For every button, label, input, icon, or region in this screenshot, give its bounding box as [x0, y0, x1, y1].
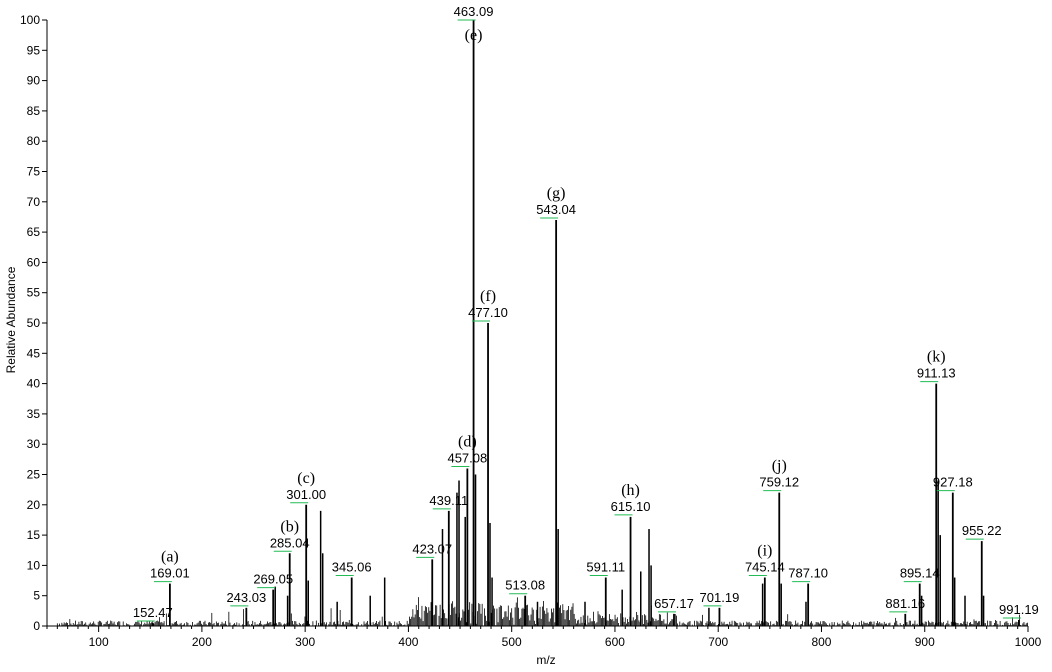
- peak-label: 657.17: [654, 596, 694, 611]
- x-tick-label: 900: [915, 635, 935, 649]
- y-tick-label: 10: [27, 558, 41, 572]
- y-tick-label: 85: [27, 104, 41, 118]
- x-axis-title: m/z: [536, 653, 555, 667]
- y-tick-label: 30: [27, 437, 41, 451]
- peak-label: 787.10: [788, 566, 828, 581]
- x-tick-label: 500: [502, 635, 522, 649]
- y-tick-label: 80: [27, 134, 41, 148]
- peak-letter: (i): [757, 543, 772, 560]
- peak-label: 423.07: [412, 541, 452, 556]
- peak-letter: (c): [297, 470, 315, 487]
- peak-label: 243.03: [226, 590, 266, 605]
- y-tick-label: 70: [27, 195, 41, 209]
- peak-label: 513.08: [505, 578, 545, 593]
- peak-letter: (d): [458, 433, 477, 450]
- peak-label: 457.08: [447, 450, 487, 465]
- peak-letter: (f): [480, 288, 496, 305]
- x-tick-label: 100: [89, 635, 109, 649]
- peak-label: 439.11: [429, 493, 468, 508]
- y-axis-title: Relative Abundance: [4, 266, 18, 373]
- peak-letter: (j): [772, 458, 787, 475]
- y-tick-label: 45: [27, 346, 41, 360]
- x-tick-label: 600: [605, 635, 625, 649]
- peak-label: 927.18: [933, 475, 973, 490]
- y-tick-label: 55: [27, 286, 41, 300]
- x-tick-label: 400: [398, 635, 418, 649]
- peak-label: 285.04: [270, 535, 310, 550]
- peak-label: 591.11: [586, 560, 625, 575]
- peak-letter: (a): [161, 549, 179, 566]
- y-tick-label: 35: [27, 407, 41, 421]
- y-tick-label: 75: [27, 165, 41, 179]
- peak-label: 895.14: [900, 566, 940, 581]
- peaks-layer: [151, 20, 1020, 626]
- peak-label: 881.16: [885, 596, 925, 611]
- peak-label: 911.13: [917, 366, 956, 381]
- peak-label: 345.06: [332, 560, 372, 575]
- peak-label: 615.10: [611, 499, 651, 514]
- peak-label: 463.09: [454, 4, 494, 19]
- y-tick-label: 100: [20, 13, 40, 27]
- peak-label: 269.05: [253, 572, 293, 587]
- peak-labels: 152.47 169.01(a) 243.03 269.05 285.04(b) 301.…: [133, 4, 1039, 622]
- peak-letter: (e): [465, 27, 483, 44]
- x-tick-label: 300: [295, 635, 315, 649]
- peak-letter: (k): [927, 349, 946, 366]
- y-tick-label: 0: [33, 619, 40, 633]
- y-tick-label: 90: [27, 74, 41, 88]
- peak-label: 955.22: [962, 523, 1002, 538]
- peak-letter: (b): [280, 518, 299, 535]
- peak-letter: (h): [621, 482, 640, 499]
- y-tick-label: 65: [27, 225, 41, 239]
- peak-label: 701.19: [700, 590, 740, 605]
- peak-label: 301.00: [286, 487, 326, 502]
- y-tick-label: 15: [27, 528, 41, 542]
- peak-label: 991.19: [999, 602, 1039, 617]
- peak-label: 759.12: [759, 475, 799, 490]
- axes: [46, 20, 1028, 627]
- y-tick-label: 50: [27, 316, 41, 330]
- y-tick-label: 25: [27, 468, 41, 482]
- peak-letter: (g): [547, 185, 566, 202]
- peak-label: 543.04: [536, 202, 576, 217]
- peak-label: 169.01: [150, 566, 190, 581]
- y-tick-label: 60: [27, 255, 41, 269]
- x-tick-label: 1000: [1015, 635, 1042, 649]
- x-tick-label: 800: [811, 635, 831, 649]
- x-tick-label: 200: [192, 635, 212, 649]
- ticks: 0 5 10 15 20 25 30 35 40 45 50 55 60 65 70 75 80 85 90 95 10…: [20, 13, 1042, 649]
- peak-label: 152.47: [133, 605, 173, 620]
- peak-label: 477.10: [468, 305, 508, 320]
- y-tick-label: 20: [27, 498, 41, 512]
- x-tick-label: 700: [708, 635, 728, 649]
- y-tick-label: 95: [27, 43, 41, 57]
- y-tick-label: 5: [33, 589, 40, 603]
- baseline-noise: [56, 597, 1028, 626]
- y-tick-label: 40: [27, 377, 41, 391]
- peak-label: 745.14: [745, 560, 785, 575]
